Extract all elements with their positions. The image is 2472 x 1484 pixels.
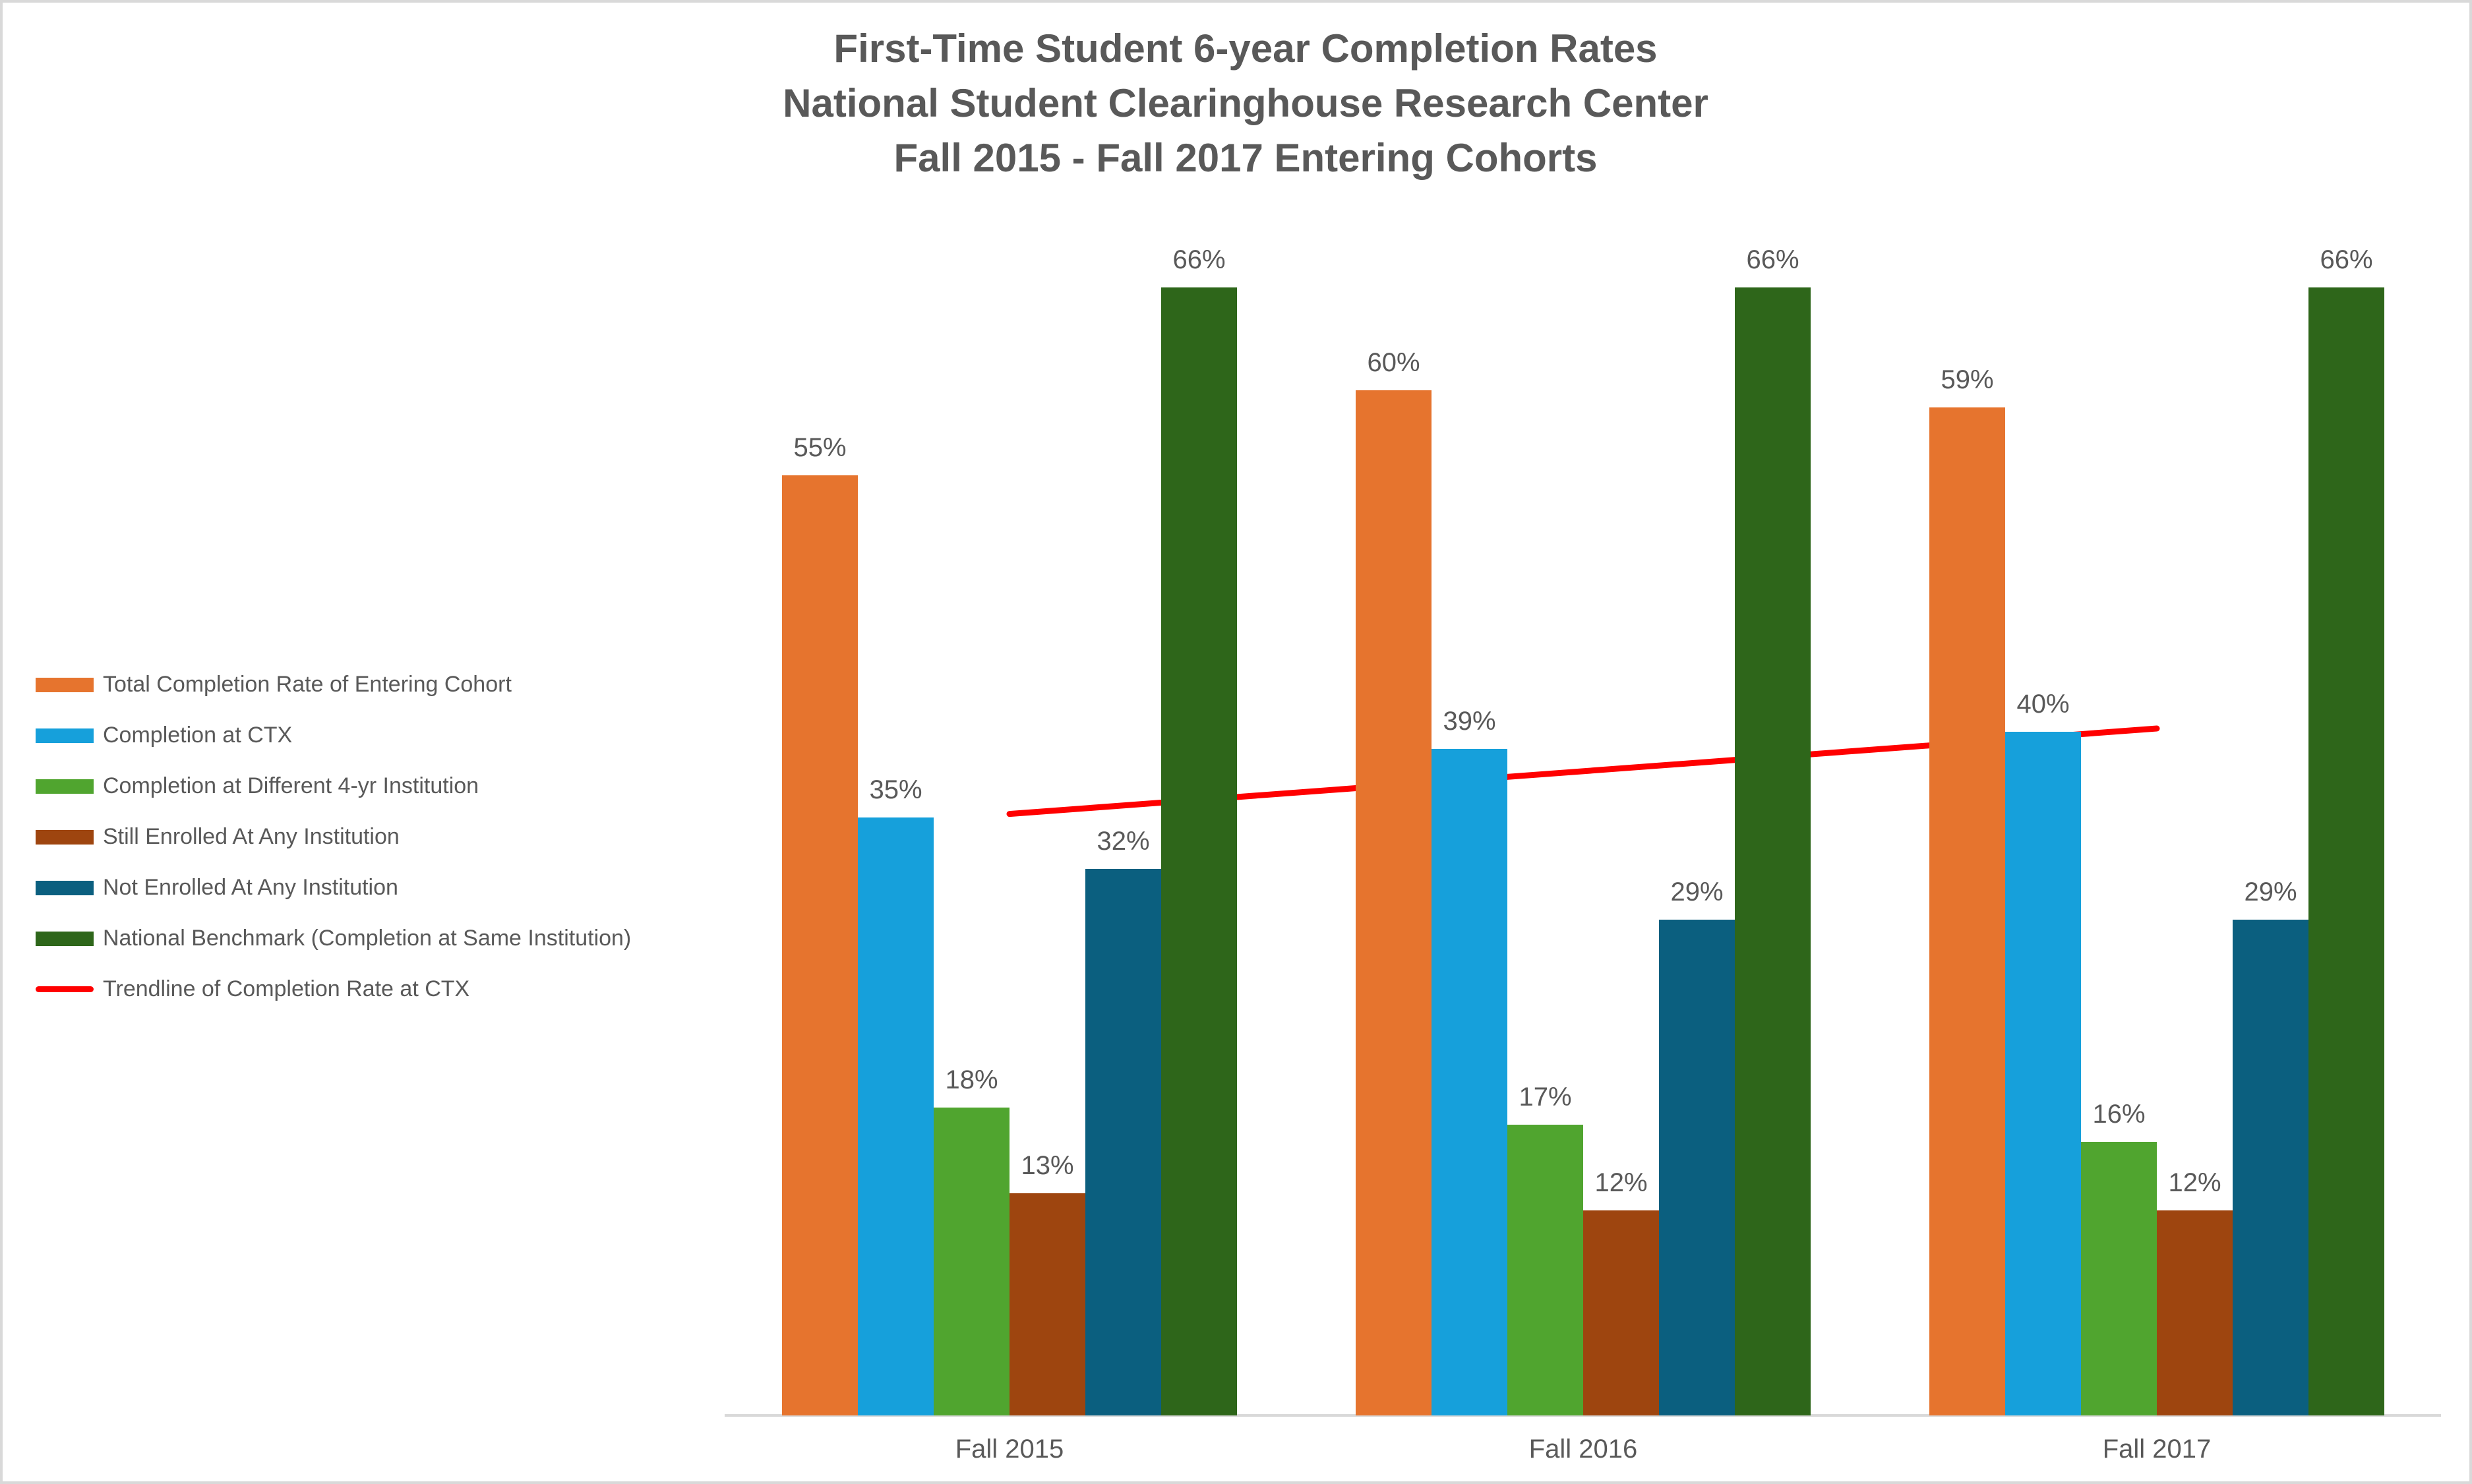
- bar-completion-at-different-4-yr-institution-fall-2016: [1507, 1125, 1583, 1415]
- bar-national-benchmark-completion-at-same-institution-fall-2015: [1161, 287, 1237, 1415]
- legend-label: Still Enrolled At Any Institution: [103, 824, 400, 849]
- legend-color-swatch: [36, 728, 94, 743]
- bar-total-completion-rate-of-entering-cohort-fall-2016: [1356, 390, 1432, 1415]
- data-label: 55%: [793, 433, 847, 463]
- bar-not-enrolled-at-any-institution-fall-2017: [2233, 920, 2308, 1415]
- legend-item: National Benchmark (Completion at Same I…: [36, 913, 631, 964]
- chart-title-line-3: Fall 2015 - Fall 2017 Entering Cohorts: [893, 136, 1598, 180]
- legend-color-swatch: [36, 779, 94, 794]
- x-axis-label-fall-2016: Fall 2016: [1528, 1435, 1638, 1464]
- x-axis-label-fall-2017: Fall 2017: [2102, 1435, 2212, 1464]
- legend-label: Completion at CTX: [103, 723, 293, 748]
- data-label: 66%: [1746, 245, 1799, 275]
- bar-still-enrolled-at-any-institution-fall-2015: [1010, 1193, 1085, 1415]
- data-label: 18%: [945, 1065, 998, 1095]
- plot-area: 55% 35% 18% 13% 32% 66% Fall 2015 60% 39% 17% 12% 2…: [3, 3, 2469, 1481]
- data-label: 12%: [2168, 1168, 2221, 1197]
- bar-not-enrolled-at-any-institution-fall-2015: [1085, 868, 1161, 1415]
- legend: Total Completion Rate of Entering Cohort…: [36, 659, 631, 1015]
- data-label: 13%: [1021, 1151, 1074, 1181]
- legend-line-swatch: [36, 986, 94, 992]
- legend-label: Total Completion Rate of Entering Cohort: [103, 672, 512, 697]
- data-label: 35%: [869, 775, 922, 804]
- legend-color-swatch: [36, 829, 94, 845]
- bar-national-benchmark-completion-at-same-institution-fall-2017: [2308, 287, 2384, 1415]
- data-label: 39%: [1443, 707, 1496, 736]
- legend-label: Completion at Different 4-yr Institution: [103, 773, 479, 798]
- bar-total-completion-rate-of-entering-cohort-fall-2017: [1929, 407, 2005, 1415]
- legend-color-swatch: [36, 677, 94, 692]
- data-label: 66%: [2320, 245, 2373, 275]
- data-label: 66%: [1172, 245, 1226, 275]
- data-label: 29%: [2244, 877, 2297, 907]
- bar-completion-at-ctx-fall-2017: [2005, 732, 2081, 1415]
- chart-title-line-1: First-Time Student 6-year Completion Rat…: [833, 26, 1658, 71]
- bar-completion-at-different-4-yr-institution-fall-2017: [2081, 1142, 2157, 1415]
- bar-total-completion-rate-of-entering-cohort-fall-2015: [782, 475, 858, 1415]
- data-label: 32%: [1097, 826, 1150, 856]
- data-label: 17%: [1519, 1083, 1572, 1112]
- data-label: 40%: [2016, 690, 2070, 719]
- legend-item: Trendline of Completion Rate at CTX: [36, 964, 631, 1015]
- bar-national-benchmark-completion-at-same-institution-fall-2016: [1735, 287, 1811, 1415]
- legend-item: Completion at CTX: [36, 710, 631, 761]
- data-label: 16%: [2092, 1100, 2146, 1129]
- bar-still-enrolled-at-any-institution-fall-2017: [2157, 1210, 2233, 1415]
- chart-title: First-Time Student 6-year Completion Rat…: [783, 21, 1708, 185]
- legend-item: Total Completion Rate of Entering Cohort: [36, 659, 631, 710]
- chart-title-line-2: National Student Clearinghouse Research …: [783, 81, 1708, 125]
- data-label: 12%: [1594, 1168, 1648, 1197]
- data-label: 29%: [1670, 877, 1724, 907]
- legend-label: Trendline of Completion Rate at CTX: [103, 976, 470, 1001]
- x-axis-label-fall-2015: Fall 2015: [955, 1435, 1064, 1464]
- bar-not-enrolled-at-any-institution-fall-2016: [1659, 920, 1735, 1415]
- legend-item: Completion at Different 4-yr Institution: [36, 761, 631, 812]
- bar-still-enrolled-at-any-institution-fall-2016: [1583, 1210, 1659, 1415]
- bar-completion-at-ctx-fall-2015: [858, 817, 934, 1415]
- bar-completion-at-ctx-fall-2016: [1432, 749, 1507, 1415]
- legend-item: Not Enrolled At Any Institution: [36, 862, 631, 913]
- x-axis-line: [725, 1414, 2441, 1417]
- data-label: 60%: [1367, 347, 1420, 377]
- data-label: 59%: [1941, 365, 1994, 394]
- legend-item: Still Enrolled At Any Institution: [36, 812, 631, 862]
- legend-label: Not Enrolled At Any Institution: [103, 875, 398, 900]
- legend-color-swatch: [36, 880, 94, 895]
- bar-completion-at-different-4-yr-institution-fall-2015: [934, 1108, 1010, 1415]
- legend-color-swatch: [36, 931, 94, 946]
- legend-label: National Benchmark (Completion at Same I…: [103, 926, 632, 951]
